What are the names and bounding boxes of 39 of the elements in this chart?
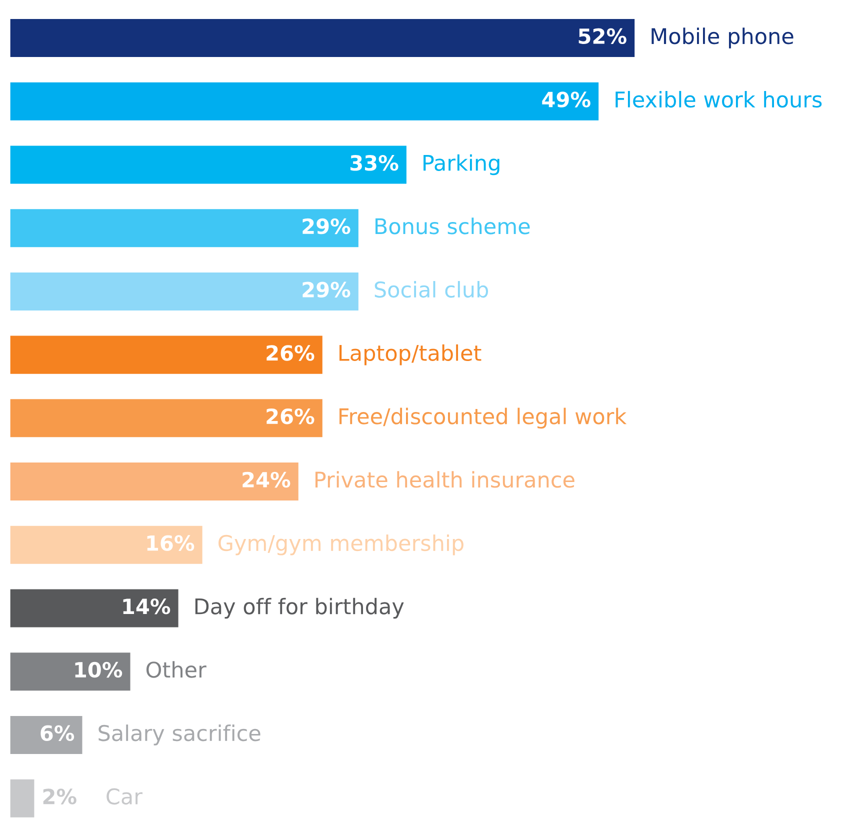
- y-tick-label: Bonus scheme: [376, 218, 530, 234]
- y-tick-label: Gym/gym membership: [218, 534, 464, 556]
- data-label: 33%: [350, 155, 398, 171]
- bar: [10, 652, 130, 691]
- bar: [10, 146, 406, 184]
- bar: [10, 779, 34, 818]
- bar: [10, 526, 202, 564]
- y-tick-label: Laptop/tablet: [339, 344, 482, 366]
- y-tick-label: Private health insurance: [315, 471, 574, 488]
- data-label: 6%: [40, 725, 74, 742]
- data-label: 26%: [266, 345, 314, 361]
- y-tick-label: Social club: [374, 281, 488, 298]
- data-label: 14%: [123, 598, 170, 614]
- data-label: 52%: [578, 28, 626, 44]
- y-tick-label: Day off for birthday: [195, 598, 404, 619]
- y-tick-label: Flexible work hours: [616, 90, 822, 108]
- bar: [10, 336, 322, 374]
- data-label: 29%: [302, 218, 350, 234]
- y-tick-label: Free/discounted legal work: [339, 408, 627, 429]
- bar: [10, 399, 322, 438]
- data-label: 49%: [542, 92, 590, 108]
- bar: [10, 82, 599, 120]
- y-tick-label: Car: [106, 788, 142, 805]
- data-label: 10%: [75, 662, 122, 678]
- data-label: 29%: [302, 282, 350, 298]
- y-tick-label: Mobile phone: [652, 28, 794, 48]
- data-label: 24%: [242, 472, 290, 488]
- y-tick-label: Other: [146, 661, 206, 678]
- data-label: 2%: [43, 788, 76, 804]
- bar: [10, 209, 358, 248]
- data-label: 26%: [266, 408, 314, 424]
- bar: [10, 462, 298, 501]
- y-tick-label: Salary sacrifice: [98, 724, 260, 746]
- bar: [10, 272, 358, 310]
- data-label: 16%: [147, 535, 194, 551]
- y-tick-label: Parking: [424, 154, 500, 176]
- bar: [10, 716, 82, 754]
- bar: [10, 589, 178, 628]
- bar: [10, 19, 635, 58]
